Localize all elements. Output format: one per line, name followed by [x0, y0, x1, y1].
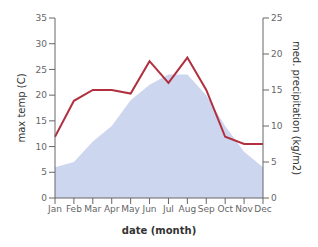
svg-text:Jun: Jun — [142, 204, 157, 214]
svg-text:15: 15 — [271, 85, 282, 95]
svg-text:Jan: Jan — [47, 204, 62, 214]
svg-text:0: 0 — [271, 193, 277, 203]
svg-text:Sep: Sep — [198, 204, 215, 214]
svg-text:May: May — [121, 204, 140, 214]
svg-text:35: 35 — [36, 13, 47, 23]
svg-text:Mar: Mar — [84, 204, 101, 214]
svg-text:Aug: Aug — [179, 204, 197, 214]
svg-text:0: 0 — [41, 193, 47, 203]
svg-text:5: 5 — [271, 157, 277, 167]
svg-text:Oct: Oct — [217, 204, 233, 214]
svg-text:Feb: Feb — [66, 204, 82, 214]
svg-text:Dec: Dec — [254, 204, 271, 214]
svg-text:Apr: Apr — [104, 204, 120, 214]
svg-text:20: 20 — [271, 49, 283, 59]
svg-text:10: 10 — [271, 121, 283, 131]
svg-text:20: 20 — [36, 90, 48, 100]
svg-text:10: 10 — [36, 142, 48, 152]
svg-text:25: 25 — [36, 65, 47, 75]
svg-text:5: 5 — [41, 167, 47, 177]
svg-text:Jul: Jul — [162, 204, 174, 214]
svg-text:date (month): date (month) — [122, 225, 196, 236]
svg-text:med. precipitation (kg/m2): med. precipitation (kg/m2) — [291, 41, 302, 175]
svg-text:max temp (C): max temp (C) — [16, 73, 27, 142]
svg-text:Nov: Nov — [235, 204, 253, 214]
svg-text:30: 30 — [36, 39, 48, 49]
svg-text:25: 25 — [271, 13, 282, 23]
svg-text:15: 15 — [36, 116, 47, 126]
